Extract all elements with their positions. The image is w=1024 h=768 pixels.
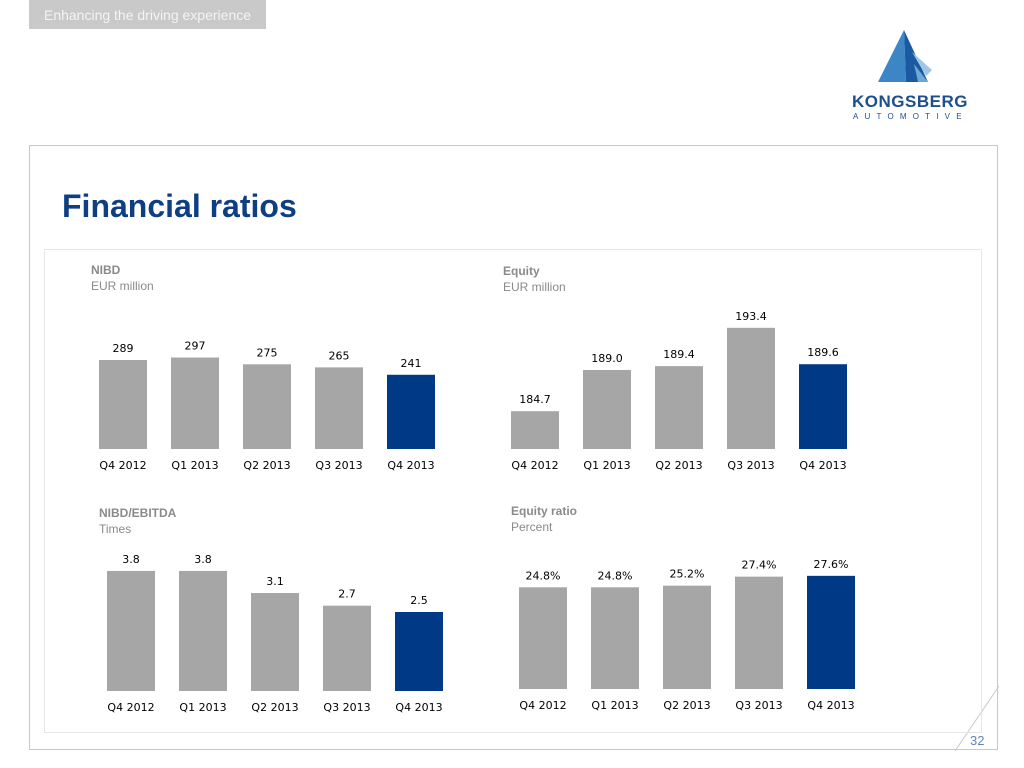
chart-nibd-subtitle: EUR million (91, 279, 154, 293)
category-label: Q4 2013 (395, 701, 442, 714)
data-label: 189.4 (663, 348, 695, 361)
category-label: Q3 2013 (727, 459, 774, 472)
bar-q2-2013 (243, 364, 291, 449)
tagline: Enhancing the driving experience (29, 0, 266, 29)
chart-nibd-ebitda: 3.8 Q4 2012 3.8 Q1 2013 3.1 Q2 2013 2.7 Q3 2013… (107, 553, 443, 714)
data-label: 189.6 (807, 346, 839, 359)
bar-q4-2013 (387, 374, 435, 449)
data-label: 265 (329, 349, 350, 362)
data-label: 2.5 (410, 594, 428, 607)
category-label: Q4 2013 (387, 459, 434, 472)
data-label: 189.0 (591, 352, 623, 365)
bar-q3-2013 (323, 605, 371, 691)
data-label: 25.2% (670, 568, 705, 581)
chart-equity-ratio-subtitle: Percent (511, 520, 553, 534)
bar-q1-2013 (171, 357, 219, 449)
bar-q4-2012 (107, 570, 155, 691)
bar-q1-2013 (591, 587, 639, 689)
data-label: 3.1 (266, 575, 284, 588)
chart-nibd-ebitda-subtitle: Times (99, 522, 132, 536)
bar-q3-2013 (727, 327, 775, 449)
data-label: 184.7 (519, 393, 551, 406)
chart-equity-ratio-title: Equity ratio (511, 504, 578, 518)
bar-q2-2013 (655, 366, 703, 449)
kongsberg-logo: KONGSBERG AUTOMOTIVE (848, 26, 970, 126)
data-label: 27.6% (814, 558, 849, 571)
slide-title: Financial ratios (62, 188, 297, 224)
chart-nibd: 289 Q4 2012 297 Q1 2013 275 Q2 2013 265 Q3 2013… (99, 340, 435, 472)
bar-q1-2013 (583, 369, 631, 449)
bar-q2-2013 (251, 593, 299, 691)
bar-q4-2013 (395, 612, 443, 691)
bar-q4-2012 (519, 587, 567, 689)
category-label: Q4 2012 (107, 701, 154, 714)
data-label: 24.8% (526, 569, 561, 582)
data-label: 193.4 (735, 310, 767, 323)
data-label: 275 (257, 346, 278, 359)
slide-frame (29, 145, 999, 751)
charts-panel (44, 249, 982, 733)
bar-q3-2013 (735, 576, 783, 689)
category-label: Q4 2013 (799, 459, 846, 472)
frame-corner-decoration (954, 685, 999, 751)
data-label: 27.4% (742, 559, 777, 572)
category-label: Q2 2013 (251, 701, 298, 714)
data-label: 289 (113, 342, 134, 355)
chart-nibd-title: NIBD (91, 263, 121, 277)
bar-q1-2013 (179, 570, 227, 691)
bar-q2-2013 (663, 585, 711, 689)
page-number: 32 (970, 733, 985, 748)
bar-q4-2013 (807, 575, 855, 689)
data-label: 3.8 (122, 553, 140, 566)
category-label: Q2 2013 (663, 699, 710, 712)
bar-q4-2012 (511, 411, 559, 449)
chart-equity-title: Equity (503, 264, 540, 278)
logo-subtitle: AUTOMOTIVE (853, 112, 968, 121)
chart-equity-ratio: 24.8% Q4 2012 24.8% Q1 2013 25.2% Q2 2013 27.4… (519, 558, 855, 712)
chart-equity: 184.7 Q4 2012 189.0 Q1 2013 189.4 Q2 2013 193.… (511, 310, 847, 472)
category-label: Q3 2013 (735, 699, 782, 712)
data-label: 2.7 (338, 588, 356, 601)
logo-wordmark: KONGSBERG (852, 92, 968, 111)
category-label: Q1 2013 (171, 459, 218, 472)
bar-q4-2012 (99, 359, 147, 449)
category-label: Q4 2013 (807, 699, 854, 712)
chart-nibd-ebitda-title: NIBD/EBITDA (99, 506, 177, 520)
chart-equity-subtitle: EUR million (503, 280, 566, 294)
category-label: Q4 2012 (519, 699, 566, 712)
category-label: Q3 2013 (315, 459, 362, 472)
category-label: Q1 2013 (179, 701, 226, 714)
category-label: Q2 2013 (655, 459, 702, 472)
category-label: Q3 2013 (323, 701, 370, 714)
data-label: 3.8 (194, 553, 212, 566)
data-label: 241 (401, 357, 422, 370)
category-label: Q2 2013 (243, 459, 290, 472)
category-label: Q1 2013 (583, 459, 630, 472)
category-label: Q4 2012 (511, 459, 558, 472)
category-label: Q1 2013 (591, 699, 638, 712)
bar-q3-2013 (315, 367, 363, 449)
logo-mark-icon (878, 30, 932, 82)
data-label: 297 (185, 340, 206, 353)
bar-q4-2013 (799, 364, 847, 449)
category-label: Q4 2012 (99, 459, 146, 472)
data-label: 24.8% (598, 569, 633, 582)
